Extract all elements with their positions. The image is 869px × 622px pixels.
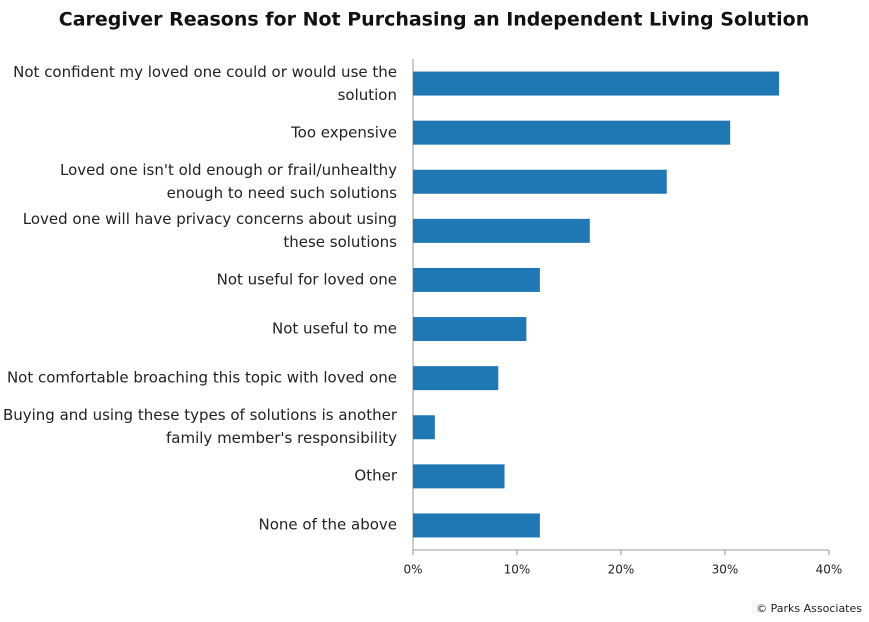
bar xyxy=(413,267,540,292)
bar xyxy=(413,317,527,342)
bar xyxy=(413,218,590,243)
category-label: Too expensive xyxy=(291,123,397,142)
source-note: © Parks Associates xyxy=(756,602,862,615)
x-tick-label: 30% xyxy=(712,563,739,577)
bar xyxy=(413,120,731,145)
category-label: Loved one will have privacy concerns abo… xyxy=(22,209,397,251)
category-label: Not confident my loved one could or woul… xyxy=(13,62,397,104)
category-label: Other xyxy=(354,466,397,485)
chart-title: Caregiver Reasons for Not Purchasing an … xyxy=(59,9,809,31)
category-label: None of the above xyxy=(258,515,397,534)
category-label: Not useful for loved one xyxy=(216,270,397,289)
x-tick-label: 0% xyxy=(403,563,422,577)
bar xyxy=(413,464,505,489)
bar xyxy=(413,366,499,391)
bar xyxy=(413,415,435,440)
x-tick-label: 40% xyxy=(816,563,843,577)
x-tick-label: 20% xyxy=(608,563,635,577)
category-label: Buying and using these types of solution… xyxy=(2,406,397,448)
bar xyxy=(413,71,780,96)
category-label: Loved one isn't old enough or frail/unhe… xyxy=(60,160,397,202)
bar xyxy=(413,169,667,194)
category-label: Not useful to me xyxy=(272,319,397,338)
bar xyxy=(413,513,540,538)
category-label: Not comfortable broaching this topic wit… xyxy=(6,368,397,387)
x-tick-label: 10% xyxy=(504,563,531,577)
